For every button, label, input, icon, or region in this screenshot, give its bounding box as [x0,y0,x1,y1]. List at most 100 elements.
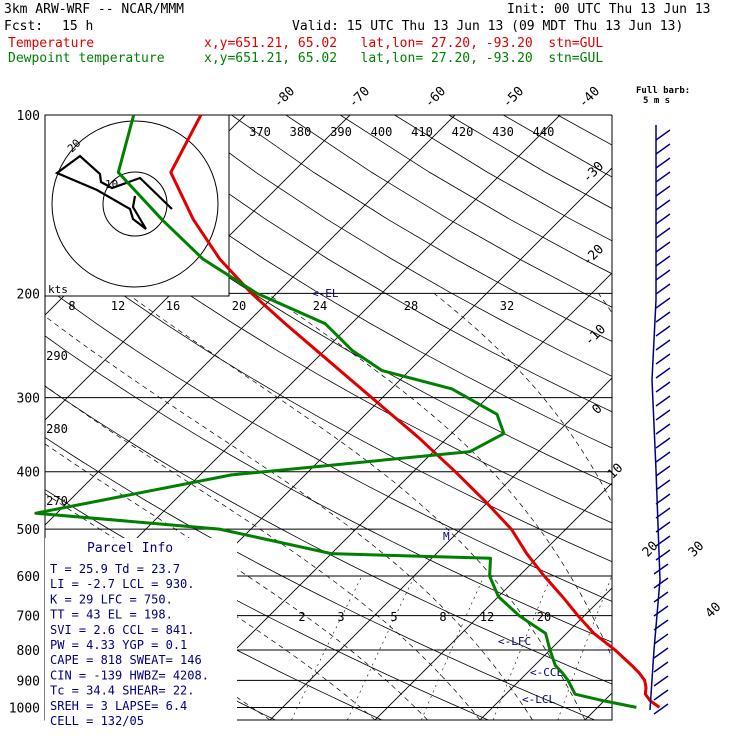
pressure-label: 500 [17,523,40,538]
isotherm [479,587,612,720]
isotherm [374,482,612,720]
pressure-label: 300 [17,392,40,407]
legend-dewpoint-name: Dewpoint temperature [8,51,165,66]
pressure-label: 900 [17,674,40,689]
parcel-info-row: SREH = 3 LAPSE= 6.4 [50,699,187,713]
pressure-label: 600 [17,570,40,585]
mixing-ratio-line [492,575,552,720]
dry-adiabat [45,285,612,602]
wind-barb-flag [653,633,669,645]
wind-barb-flag [655,129,671,141]
wind-barb-flag [655,311,671,323]
wind-barb-flag [655,479,671,491]
parcel-info-row: TT = 43 EL = 198. [50,608,173,622]
dry-adiabat [394,115,612,242]
isotherm [0,115,35,720]
wind-barb-flag [655,507,671,519]
wind-barb-flag [655,409,671,421]
plot-frame [44,115,613,721]
pressure-label: 1000 [9,701,40,716]
temperature-tick-label: 40 [703,600,725,622]
wind-barb-flag [653,647,669,659]
wind-barb-flag [655,549,671,561]
init-time: Init: 00 UTC Thu 13 Jun 13 [507,2,711,17]
isotherm [45,115,456,526]
mixing-ratio-label: 12 [480,610,494,624]
wind-barb-flag [655,269,671,281]
temperature-tick-label: 30 [686,539,708,561]
dry-adiabat [45,236,612,563]
wind-barb-flag [653,675,669,687]
mixing-ratio-line [421,575,485,720]
temperature-tick-label: -70 [346,84,373,111]
mixing-ratio-label: 20 [537,610,551,624]
wind-barb-flag [653,619,669,631]
isotherm [690,115,740,720]
dry-adiabat [611,115,612,116]
dry-adiabat [45,436,595,720]
parcel-info-row: T = 25.9 Td = 23.7 [50,562,180,576]
mixing-ratio-label: 8 [439,610,446,624]
dry-adiabat [285,115,612,308]
wind-barb-flag [653,563,669,575]
temperature-profile [169,114,661,709]
speed-tick-label: 32 [500,299,514,313]
theta-label: 290 [46,349,68,363]
theta-label: 410 [411,125,433,139]
parcel-info-row: PW = 4.33 YGP = 0.1 [50,638,187,652]
mixing-ratio-label: 3 [337,610,344,624]
wind-barb-flag [655,367,671,379]
temperature-tick-label: -20 [580,242,607,269]
isotherm [164,272,612,720]
full-barb-units: 5 m s [643,96,670,106]
temperature-tick-label: -80 [271,84,298,111]
parcel-info-row: CIN = -139 HWBZ= 4208. [50,668,209,682]
dry-adiabat [666,115,740,720]
mixing-ratio-line [347,575,415,720]
wind-barb-flag [655,241,671,253]
theta-label: 390 [330,125,352,139]
theta-label: 370 [249,125,271,139]
isotherm [269,377,612,720]
moist-adiabat [45,315,533,720]
pressure-label: 400 [17,466,40,481]
wind-barb-flag [655,283,671,295]
level-marker: <-LCL [522,693,555,706]
wind-barb-flag [653,577,669,589]
moist-adiabat [266,293,612,659]
forecast-label: Fcst: [4,19,44,34]
level-marker: <-LFC [498,635,531,648]
wind-barb-flag [655,325,671,337]
parcel-info-row: CELL = 132/05 [50,714,144,728]
speed-tick-label: 16 [166,299,180,313]
level-marker: <-EL [312,287,339,300]
temperature-tick-label: 0 [589,401,605,417]
dry-adiabat [448,115,612,209]
wind-barb-flag [655,451,671,463]
wind-barb-flag [655,395,671,407]
speed-tick-label: 28 [404,299,418,313]
theta-label: 420 [452,125,474,139]
parcel-info-row: K = 29 LFC = 750. [50,592,173,606]
moist-adiabat [433,293,612,504]
speed-tick-label: 12 [111,299,125,313]
wind-barb-flag [655,437,671,449]
wind-barb-flag [655,157,671,169]
parcel-info-row: LI = -2.7 LCL = 930. [50,577,195,591]
hodograph-box [44,114,230,297]
speed-tick-label: 24 [313,299,327,313]
model-title: 3km ARW-WRF -- NCAR/MMM [4,2,185,17]
parcel-info-panel [45,538,237,728]
mixing-ratio-label: 2 [298,610,305,624]
isotherm [45,115,351,421]
hodograph-units: kts [48,283,68,296]
dry-adiabat [122,115,612,413]
full-barb-label: Full barb: [636,86,690,96]
parcel-info-title: Parcel Info [87,541,173,556]
wind-barb-flag [655,381,671,393]
dry-adiabat [45,385,612,685]
dry-adiabat [45,335,612,643]
wind-barb-flag [655,521,671,533]
temperature-tick-label: -50 [500,84,527,111]
wind-barb-flag [655,493,671,505]
